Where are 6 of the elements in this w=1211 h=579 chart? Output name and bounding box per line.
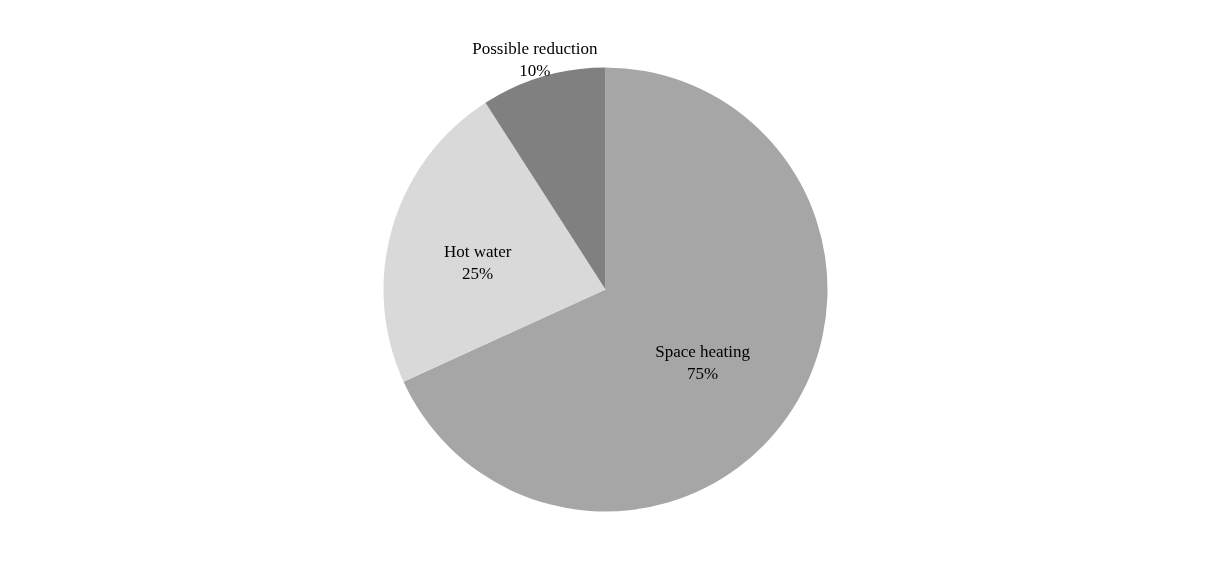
slice-label: Space heating xyxy=(655,341,751,361)
data-label: 25% xyxy=(462,263,494,283)
data-label: 75% xyxy=(687,363,719,383)
slice-label: Possible reduction xyxy=(472,38,598,58)
slice-label: Hot water xyxy=(443,241,512,261)
data-label: 10% xyxy=(519,60,551,80)
